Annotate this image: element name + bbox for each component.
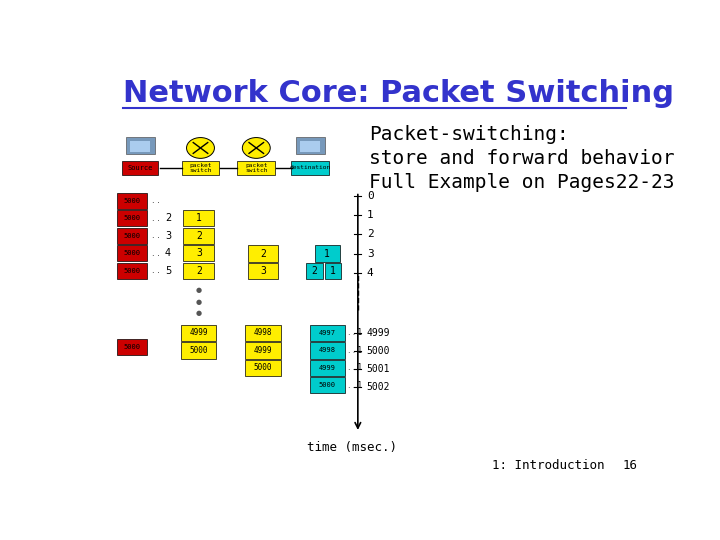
FancyBboxPatch shape — [184, 245, 214, 261]
FancyBboxPatch shape — [117, 227, 147, 244]
FancyBboxPatch shape — [310, 377, 345, 394]
FancyBboxPatch shape — [310, 325, 345, 341]
Text: 4999: 4999 — [253, 346, 272, 355]
Text: 5000: 5000 — [253, 363, 272, 373]
Text: 3: 3 — [165, 231, 171, 241]
Text: 1: 1 — [324, 248, 330, 259]
FancyBboxPatch shape — [181, 325, 217, 341]
FancyBboxPatch shape — [122, 161, 158, 175]
FancyBboxPatch shape — [310, 360, 345, 376]
Text: 4999: 4999 — [366, 328, 390, 338]
Text: Packet-switching:: Packet-switching: — [369, 125, 569, 144]
Text: 5000: 5000 — [123, 268, 140, 274]
FancyBboxPatch shape — [184, 262, 214, 279]
Text: 4999: 4999 — [189, 328, 208, 338]
Circle shape — [243, 138, 270, 158]
Text: time (msec.): time (msec.) — [307, 441, 397, 454]
Text: 5000: 5000 — [123, 250, 140, 256]
FancyBboxPatch shape — [246, 342, 281, 359]
FancyBboxPatch shape — [246, 325, 281, 341]
Text: destination: destination — [289, 165, 331, 171]
Text: store and forward behavior: store and forward behavior — [369, 149, 675, 168]
Text: 4: 4 — [366, 268, 374, 278]
Text: . . 1: . . 1 — [348, 328, 362, 338]
FancyBboxPatch shape — [117, 210, 147, 226]
Text: 5000: 5000 — [123, 344, 140, 350]
Text: 5000: 5000 — [319, 382, 336, 388]
Text: 3: 3 — [260, 266, 266, 276]
FancyBboxPatch shape — [130, 141, 150, 152]
Text: ●: ● — [196, 299, 202, 305]
Text: Source: Source — [127, 165, 153, 171]
Text: 16: 16 — [623, 460, 638, 472]
Text: Full Example on Pages22-23: Full Example on Pages22-23 — [369, 173, 675, 192]
Text: 5001: 5001 — [366, 364, 390, 374]
FancyBboxPatch shape — [117, 262, 147, 279]
Text: ●: ● — [196, 310, 202, 316]
Text: 4997: 4997 — [319, 330, 336, 336]
FancyBboxPatch shape — [117, 339, 147, 355]
FancyBboxPatch shape — [296, 137, 325, 154]
Text: packet
switch: packet switch — [245, 163, 268, 173]
FancyBboxPatch shape — [310, 342, 345, 359]
Text: 5000: 5000 — [189, 346, 208, 355]
FancyBboxPatch shape — [325, 263, 341, 279]
FancyBboxPatch shape — [184, 227, 214, 244]
Text: 5000: 5000 — [123, 198, 140, 204]
Text: 4999: 4999 — [319, 365, 336, 371]
Text: 3: 3 — [196, 248, 202, 258]
Text: 2: 2 — [196, 231, 202, 241]
Text: ●: ● — [196, 287, 202, 293]
Text: 4: 4 — [165, 248, 171, 258]
Text: . .: . . — [152, 266, 160, 275]
Text: . .: . . — [152, 214, 160, 222]
Text: 1: 1 — [330, 266, 336, 276]
FancyBboxPatch shape — [248, 246, 279, 262]
FancyBboxPatch shape — [184, 210, 214, 226]
Text: 2: 2 — [260, 248, 266, 259]
Text: 2: 2 — [165, 213, 171, 223]
Text: . . 1: . . 1 — [348, 346, 362, 355]
Text: 4998: 4998 — [253, 328, 272, 338]
FancyBboxPatch shape — [238, 161, 275, 175]
Text: 5000: 5000 — [123, 215, 140, 221]
Text: packet
switch: packet switch — [189, 163, 212, 173]
Text: 2: 2 — [366, 230, 374, 239]
Text: . .: . . — [152, 196, 160, 205]
Text: 1: Introduction: 1: Introduction — [492, 460, 604, 472]
FancyBboxPatch shape — [181, 342, 217, 359]
Text: . . 1: . . 1 — [348, 363, 362, 373]
Text: 4998: 4998 — [319, 347, 336, 354]
FancyBboxPatch shape — [126, 137, 155, 154]
Text: 0: 0 — [366, 191, 374, 201]
FancyBboxPatch shape — [315, 246, 340, 262]
FancyBboxPatch shape — [306, 263, 323, 279]
Text: 5: 5 — [165, 266, 171, 275]
Text: 5002: 5002 — [366, 382, 390, 393]
Text: 3: 3 — [366, 248, 374, 259]
Text: 5000: 5000 — [366, 346, 390, 356]
FancyBboxPatch shape — [300, 141, 320, 152]
Text: Network Core: Packet Switching: Network Core: Packet Switching — [124, 79, 675, 109]
FancyBboxPatch shape — [292, 161, 329, 175]
Text: . .: . . — [152, 231, 160, 240]
Text: 1: 1 — [366, 210, 374, 220]
Text: . .: . . — [152, 248, 160, 258]
Circle shape — [186, 138, 215, 158]
Text: . . 1: . . 1 — [348, 381, 362, 390]
FancyBboxPatch shape — [117, 193, 147, 209]
Text: 2: 2 — [312, 266, 318, 276]
FancyBboxPatch shape — [248, 263, 279, 279]
Text: 5000: 5000 — [123, 233, 140, 239]
Text: 1: 1 — [196, 213, 202, 223]
FancyBboxPatch shape — [246, 360, 281, 376]
Text: 2: 2 — [196, 266, 202, 275]
FancyBboxPatch shape — [181, 161, 220, 175]
FancyBboxPatch shape — [117, 245, 147, 261]
